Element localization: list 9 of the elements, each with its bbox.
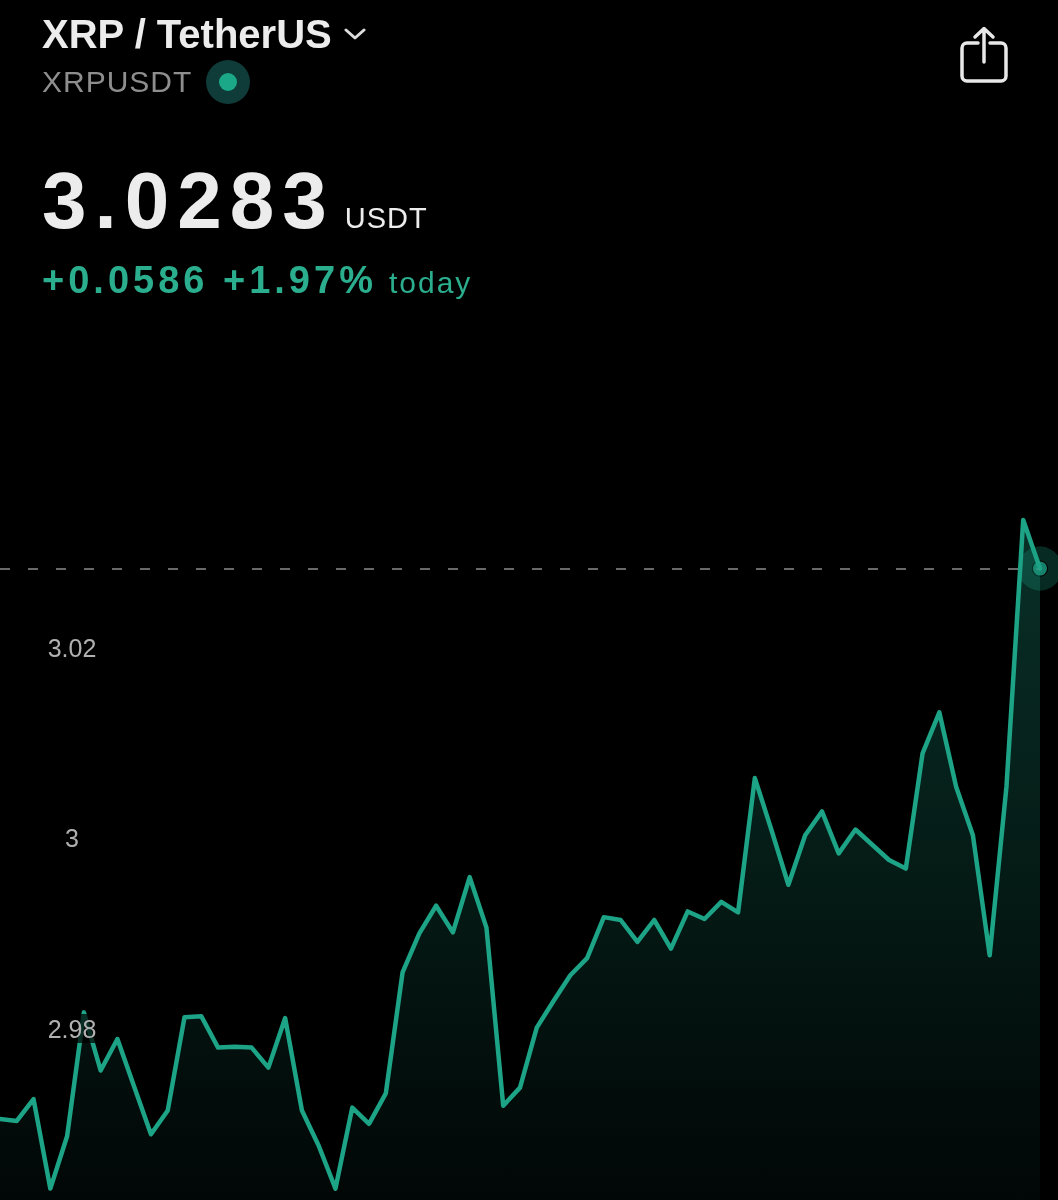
y-tick-label: 3	[65, 824, 79, 853]
text: XRPUSDT	[42, 65, 193, 98]
annotation: today	[388, 266, 473, 299]
annotation: 3.0283	[42, 156, 335, 245]
y-tick-label: 3.02	[47, 633, 97, 662]
chart-title: XRP / TetherUS	[42, 12, 332, 56]
y-tick-label: 2.98	[47, 1014, 97, 1043]
annotation: +0.0586 +1.97%	[42, 259, 377, 301]
annotation: USDT	[344, 202, 428, 234]
